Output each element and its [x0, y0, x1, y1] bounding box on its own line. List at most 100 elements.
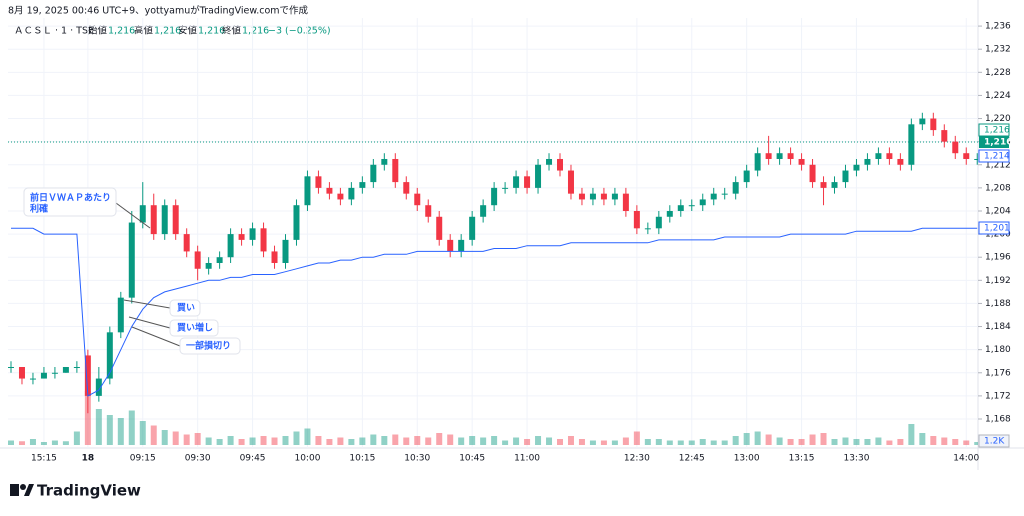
candle-body: [622, 193, 629, 211]
candle-body: [754, 153, 761, 171]
candle-body: [425, 205, 432, 217]
volume-bar: [546, 437, 553, 445]
y-tick-label: 1,192: [985, 276, 1011, 286]
volume-bar: [535, 436, 542, 445]
candle-body: [930, 118, 937, 131]
candle-body: [798, 158, 805, 165]
logo-mark: [20, 484, 26, 490]
volume-bar: [95, 409, 102, 445]
y-tick-label: 1,172: [985, 391, 1011, 401]
x-tick-label: 12:45: [679, 454, 705, 464]
x-tick-label: 11:00: [514, 454, 540, 464]
volume-bar: [106, 415, 113, 445]
candle-body: [644, 228, 651, 230]
y-tick-label: 1,176: [985, 368, 1011, 378]
volume-bar: [787, 439, 794, 445]
candle-body: [348, 187, 355, 200]
note: 買い増し: [177, 322, 213, 334]
volume-bar: [436, 433, 443, 445]
volume-bar: [513, 437, 520, 445]
volume-bar: [216, 439, 223, 445]
candle-body: [359, 182, 366, 188]
y-tick-label: 1,204: [985, 206, 1011, 216]
candle-body: [974, 158, 978, 160]
volume-bar: [370, 434, 377, 445]
y-tick-label: 1,228: [985, 68, 1011, 78]
candle-body: [677, 205, 684, 211]
candle-body: [458, 239, 465, 252]
candle-body: [403, 182, 410, 194]
candle-body: [557, 158, 563, 171]
volume-bar: [798, 439, 805, 445]
candle-body: [227, 234, 234, 258]
volume-bar: [491, 436, 498, 445]
note-box: [169, 319, 219, 337]
candle-body: [655, 216, 662, 229]
arrow: [123, 299, 171, 309]
candle-body: [205, 262, 212, 269]
volume-bar: [589, 440, 596, 445]
volume-bar: [8, 440, 14, 445]
volume-bar: [897, 439, 904, 445]
candle-body: [963, 153, 970, 159]
arrow: [131, 326, 181, 347]
volume-bar: [348, 439, 355, 445]
volume-bar: [732, 436, 739, 445]
candle-body: [633, 210, 640, 229]
volume-bar: [908, 424, 915, 445]
vwap-line: [11, 227, 978, 397]
y-tick-label: 1,208: [985, 183, 1011, 193]
x-tick-label: 10:15: [349, 454, 375, 464]
volume-bar: [633, 431, 640, 445]
close-label: 1,216: [984, 138, 1012, 148]
volume-bar: [403, 437, 410, 445]
volume-bar: [524, 439, 531, 445]
volume-bar: [963, 440, 970, 445]
candle-body: [249, 228, 256, 240]
volume-bar: [359, 437, 366, 445]
volume-bar: [820, 433, 827, 445]
candle-body: [370, 164, 377, 183]
volume-label-box: [978, 434, 1010, 448]
candle-body: [216, 257, 223, 263]
candle-body: [436, 216, 443, 240]
candle-body: [128, 222, 135, 298]
candle-body: [875, 153, 882, 159]
volume-bar: [974, 442, 978, 445]
candle-body: [743, 170, 750, 183]
candle-body: [139, 205, 146, 223]
candle-body: [304, 176, 311, 206]
candle-body: [732, 182, 739, 194]
volume-bar: [919, 433, 926, 445]
x-tick-label: 13:15: [789, 454, 815, 464]
vwap-label: 1,201: [984, 224, 1010, 234]
volume-bar: [414, 436, 421, 445]
volume-bar: [194, 433, 201, 445]
candle-body: [469, 216, 476, 240]
vwap-label-box: [978, 221, 1010, 235]
volume-bar: [337, 437, 344, 445]
volume-bar: [392, 434, 399, 445]
candle-body: [611, 193, 618, 200]
volume-bar: [18, 441, 25, 445]
x-tick-label: 09:30: [185, 454, 211, 464]
legend: ＡＣＳＬ · 1 · TSE 始値 1,216 高値 1,216 安値 1,21…: [14, 25, 331, 37]
volume-bar: [84, 391, 91, 445]
candle-body: [600, 193, 607, 200]
high-value: 1,216: [154, 26, 181, 37]
volume-bar: [282, 436, 289, 445]
y-tick-label: 1,200: [985, 230, 1011, 240]
volume-bar: [249, 437, 256, 445]
y-tick-label: 1,212: [985, 160, 1011, 170]
candle-body: [842, 170, 849, 183]
volume-bar: [765, 434, 772, 445]
candle-body: [578, 193, 585, 200]
ma-label: 1,214: [984, 152, 1010, 162]
candle-body: [29, 378, 36, 380]
close-value: 1,216: [242, 26, 269, 37]
volume-bar: [930, 436, 937, 445]
y-tick-label: 1,196: [985, 253, 1011, 263]
candle-body: [51, 372, 58, 374]
